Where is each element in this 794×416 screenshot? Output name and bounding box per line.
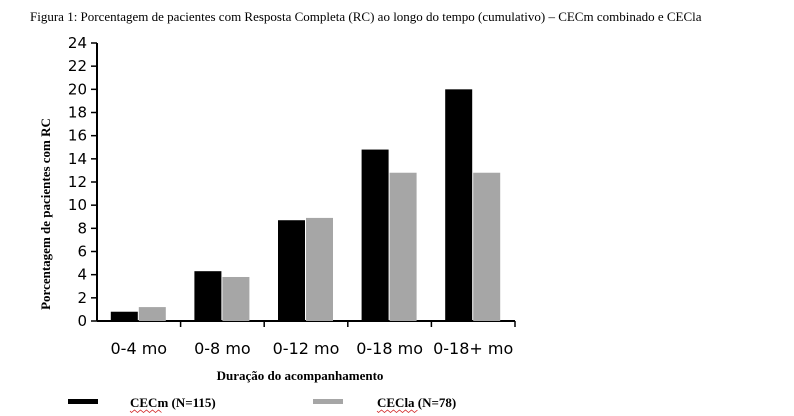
x-tick-label: 0-8 mo [194, 339, 251, 358]
spellcheck-underline [376, 409, 418, 414]
y-tick-label: 0 [77, 312, 87, 330]
bar-cecm-2 [194, 271, 222, 321]
bars [110, 89, 501, 321]
x-tick-label: 0-18+ mo [433, 339, 513, 358]
y-tick-label: 4 [77, 266, 87, 284]
chart-title: Figura 1: Porcentagem de pacientes com R… [30, 9, 702, 24]
y-axis-title: Porcentagem de pacientes com RC [38, 118, 53, 310]
y-tick-label: 16 [68, 127, 87, 145]
y-tick-label: 6 [77, 243, 87, 261]
x-tick-label: 0-4 mo [111, 339, 168, 358]
y-tick-label: 18 [68, 104, 87, 122]
bar-cecla-1 [138, 307, 166, 321]
y-tick-label: 22 [68, 57, 87, 75]
bar-cecm-1 [110, 311, 138, 321]
bar-cecla-4 [389, 172, 417, 321]
bar-cecla-3 [306, 217, 333, 321]
legend-label-cecla: CECla (N=78) [377, 395, 456, 410]
bar-cecm-5 [445, 89, 473, 321]
legend-swatch-cecla [313, 399, 343, 404]
x-axis: 0-4 mo 0-8 mo 0-12 mo 0-18 mo 0-18+ mo [97, 320, 516, 358]
x-tick-label: 0-12 mo [273, 339, 340, 358]
legend-label-cecm: CECm (N=115) [130, 395, 216, 410]
bar-cecla-5 [473, 172, 501, 321]
y-tick-label: 10 [68, 196, 87, 214]
y-tick-label: 20 [68, 80, 87, 98]
legend: CECm (N=115) CECla (N=78) [68, 395, 456, 414]
y-tick-label: 8 [77, 219, 87, 237]
y-tick-label: 2 [77, 289, 87, 307]
bar-cecla-2 [222, 276, 250, 321]
legend-swatch-cecm [68, 399, 98, 404]
x-axis-title: Duração do acompanhamento [217, 368, 384, 383]
spellcheck-underline [129, 409, 162, 414]
bar-cecm-4 [361, 149, 389, 321]
y-tick-label: 24 [68, 34, 87, 52]
x-tick-label: 0-18 mo [356, 339, 423, 358]
bar-cecm-3 [278, 220, 305, 321]
y-tick-label: 12 [68, 173, 87, 191]
y-tick-label: 14 [68, 150, 87, 168]
